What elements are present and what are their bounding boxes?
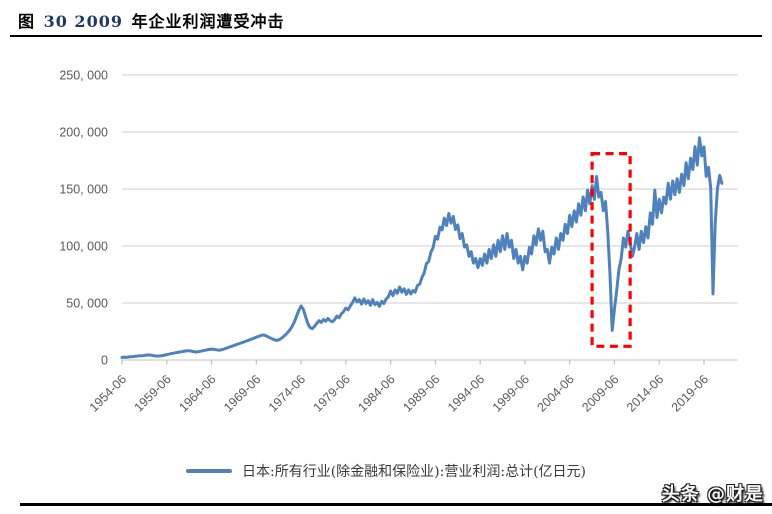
x-axis-label: 2009-06	[579, 372, 621, 414]
x-axis-label: 1979-06	[311, 372, 353, 414]
x-axis-label: 1964-06	[176, 372, 218, 414]
legend-label: 日本:所有行业(除金融和保险业):营业利润:总计(亿日元)	[242, 464, 586, 480]
x-axis-label: 1974-06	[266, 372, 308, 414]
figure-title-text: 年企业利润遭受冲击	[131, 12, 285, 31]
figure-title-number: 30 2009	[43, 12, 123, 31]
y-axis-label: 50, 000	[66, 297, 108, 311]
x-axis-label: 1969-06	[221, 372, 263, 414]
legend-line-swatch	[186, 469, 232, 473]
x-axis-label: 2004-06	[534, 372, 576, 414]
watermark-toutiao-caishi: 头条 @财是	[661, 484, 764, 505]
title-underline	[10, 35, 762, 37]
y-axis-label: 0	[101, 354, 108, 368]
chart-legend: 日本:所有行业(除金融和保险业):营业利润:总计(亿日元)	[186, 461, 586, 481]
highlight-box-2009	[590, 152, 632, 348]
x-axis-label: 1989-06	[400, 372, 442, 414]
y-axis-label: 200, 000	[59, 126, 108, 140]
y-axis-label: 250, 000	[59, 69, 108, 83]
profit-line-series	[120, 136, 724, 359]
x-axis-label: 1954-06	[87, 372, 129, 414]
x-axis-label: 2019-06	[669, 372, 711, 414]
y-axis-label: 150, 000	[59, 183, 108, 197]
footer-divider	[20, 503, 772, 506]
y-axis-label: 100, 000	[59, 240, 108, 254]
x-axis-label: 2014-06	[624, 372, 666, 414]
x-axis-label: 1959-06	[132, 372, 174, 414]
figure-title: 图 30 2009 年企业利润遭受冲击	[18, 8, 285, 32]
x-axis-label: 1999-06	[490, 372, 532, 414]
x-axis-label: 1984-06	[355, 372, 397, 414]
figure-title-prefix: 图	[18, 12, 36, 31]
profit-line-chart: 0 50, 000 100, 000 150, 000 200, 000 250, 000…	[59, 69, 738, 415]
x-axis-label: 1994-06	[445, 372, 487, 414]
